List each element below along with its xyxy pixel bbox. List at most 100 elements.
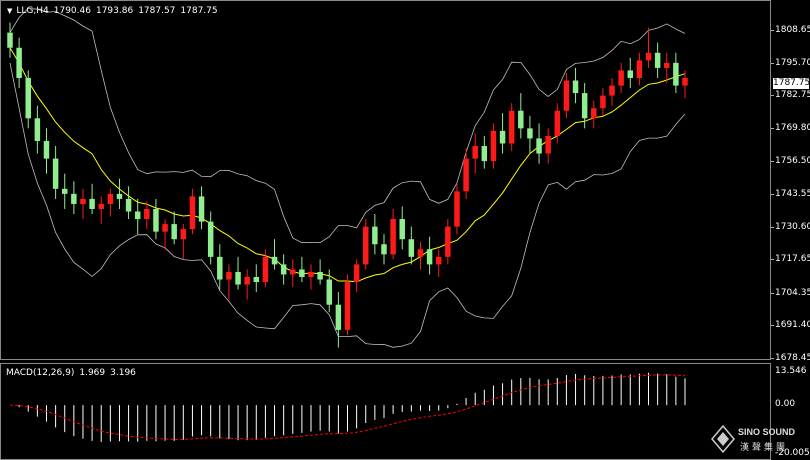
close-price: 1787.75: [180, 6, 218, 16]
candle-body: [591, 108, 597, 119]
candle-body: [353, 264, 360, 283]
price-chart-canvas[interactable]: [1, 1, 770, 359]
candle-body: [609, 85, 615, 96]
candle-body: [381, 244, 387, 255]
candle-body: [162, 224, 168, 232]
candle-body: [527, 128, 533, 139]
candle-body: [326, 279, 332, 305]
candle-body: [290, 269, 296, 275]
macd-main-value: 1.969: [79, 368, 106, 378]
bollinger-lower-band: [9, 62, 686, 348]
candle-body: [445, 226, 451, 257]
macd-axis[interactable]: 13.546 0.00 -20.005: [771, 363, 810, 460]
candle-body: [180, 229, 187, 240]
candle-body: [654, 52, 661, 68]
candle-body: [226, 271, 232, 280]
macd-signal-value: 3.196: [110, 368, 136, 378]
sino-sound-logo: SINO SOUND 漢聲集團: [710, 424, 808, 458]
price-tick-mark: [771, 226, 774, 228]
collapse-triangle-icon[interactable]: ▼: [7, 7, 13, 15]
price-chart-pane[interactable]: ▼ LLG,H4 1790.46 1793.86 1787.57 1787.75: [0, 0, 771, 360]
candle-body: [52, 158, 59, 189]
logo-emblem-icon: [711, 424, 735, 454]
candle-body: [80, 198, 86, 204]
macd-label: MACD(12,26,9) 1.969 3.196: [6, 368, 141, 378]
moving-average-line: [9, 47, 686, 283]
candle-body: [536, 138, 542, 154]
macd-tick-label: 0.00: [775, 399, 796, 410]
low-price: 1787.57: [138, 6, 176, 16]
candle-body: [499, 130, 506, 144]
price-tick-mark: [771, 95, 774, 97]
price-tick-label: 1678.45: [775, 353, 810, 363]
candle-body: [107, 193, 114, 204]
candle-body: [335, 304, 342, 330]
price-tick-mark: [771, 259, 774, 261]
candle-body: [454, 191, 460, 227]
candle-body: [545, 135, 551, 154]
candle-body: [363, 226, 369, 265]
macd-signal-line: [9, 374, 686, 441]
candle-body: [198, 196, 205, 222]
price-tick-mark: [771, 127, 774, 129]
candle-body: [344, 282, 351, 330]
candle-body: [207, 221, 214, 257]
price-tick-mark: [771, 325, 774, 327]
candle-body: [518, 110, 524, 129]
candle-body: [43, 140, 50, 159]
candle-body: [280, 264, 287, 275]
candle-body: [89, 198, 95, 209]
candle-body: [417, 249, 424, 257]
candle-body: [581, 93, 588, 119]
price-tick-mark: [771, 358, 774, 359]
macd-tick-label: 13.546: [775, 366, 807, 376]
candle-body: [563, 80, 570, 111]
candle-body: [189, 196, 196, 230]
candle-body: [463, 158, 469, 192]
candle-body: [317, 271, 323, 280]
candle-body: [618, 70, 624, 86]
candle-body: [217, 256, 223, 280]
candle-body: [271, 256, 278, 265]
candle-body: [299, 269, 305, 277]
candle-body: [673, 62, 679, 86]
candle-body: [134, 211, 141, 220]
candle-body: [572, 80, 579, 94]
candle-body: [627, 70, 634, 78]
symbol-timeframe: LLG,H4: [16, 6, 49, 16]
bollinger-upper-band: [9, 7, 686, 244]
price-tick-mark: [771, 292, 774, 294]
candle-body: [308, 271, 314, 277]
candle-body: [435, 256, 442, 265]
candle-body: [390, 219, 396, 255]
candle-body: [600, 95, 606, 109]
price-tick-label: 1704.35: [775, 287, 810, 298]
candle-body: [25, 77, 31, 119]
price-axis[interactable]: 1808.65 1795.70 1782.75 1769.80 1756.50 1743.…: [771, 0, 810, 363]
current-price-tag: 1787.75: [773, 77, 810, 89]
candle-body: [7, 32, 13, 48]
candle-body: [61, 188, 68, 194]
macd-tick-label: -20.005: [775, 448, 810, 458]
candle-body: [490, 130, 497, 162]
price-tick-label: 1691.40: [775, 320, 810, 331]
candle-body: [426, 249, 433, 265]
candle-body: [98, 203, 104, 209]
macd-pane[interactable]: [0, 363, 771, 460]
price-tick-label: 1808.65: [775, 25, 810, 35]
candle-body: [71, 193, 77, 204]
logo-name: SINO SOUND: [738, 427, 796, 437]
candle-body: [636, 60, 643, 78]
price-tick-label: 1717.65: [775, 254, 810, 265]
price-tick-label: 1743.55: [775, 189, 810, 199]
price-tick-mark: [771, 30, 774, 31]
candle-body: [408, 239, 415, 257]
macd-canvas[interactable]: [1, 364, 770, 459]
open-price: 1790.46: [53, 6, 91, 16]
candle-body: [253, 277, 260, 283]
candle-body: [171, 224, 177, 240]
price-tick-label: 1795.70: [775, 57, 810, 68]
price-tick-label: 1769.80: [775, 122, 810, 133]
price-tick-label: 1756.50: [775, 156, 810, 167]
candle-body: [125, 198, 132, 212]
